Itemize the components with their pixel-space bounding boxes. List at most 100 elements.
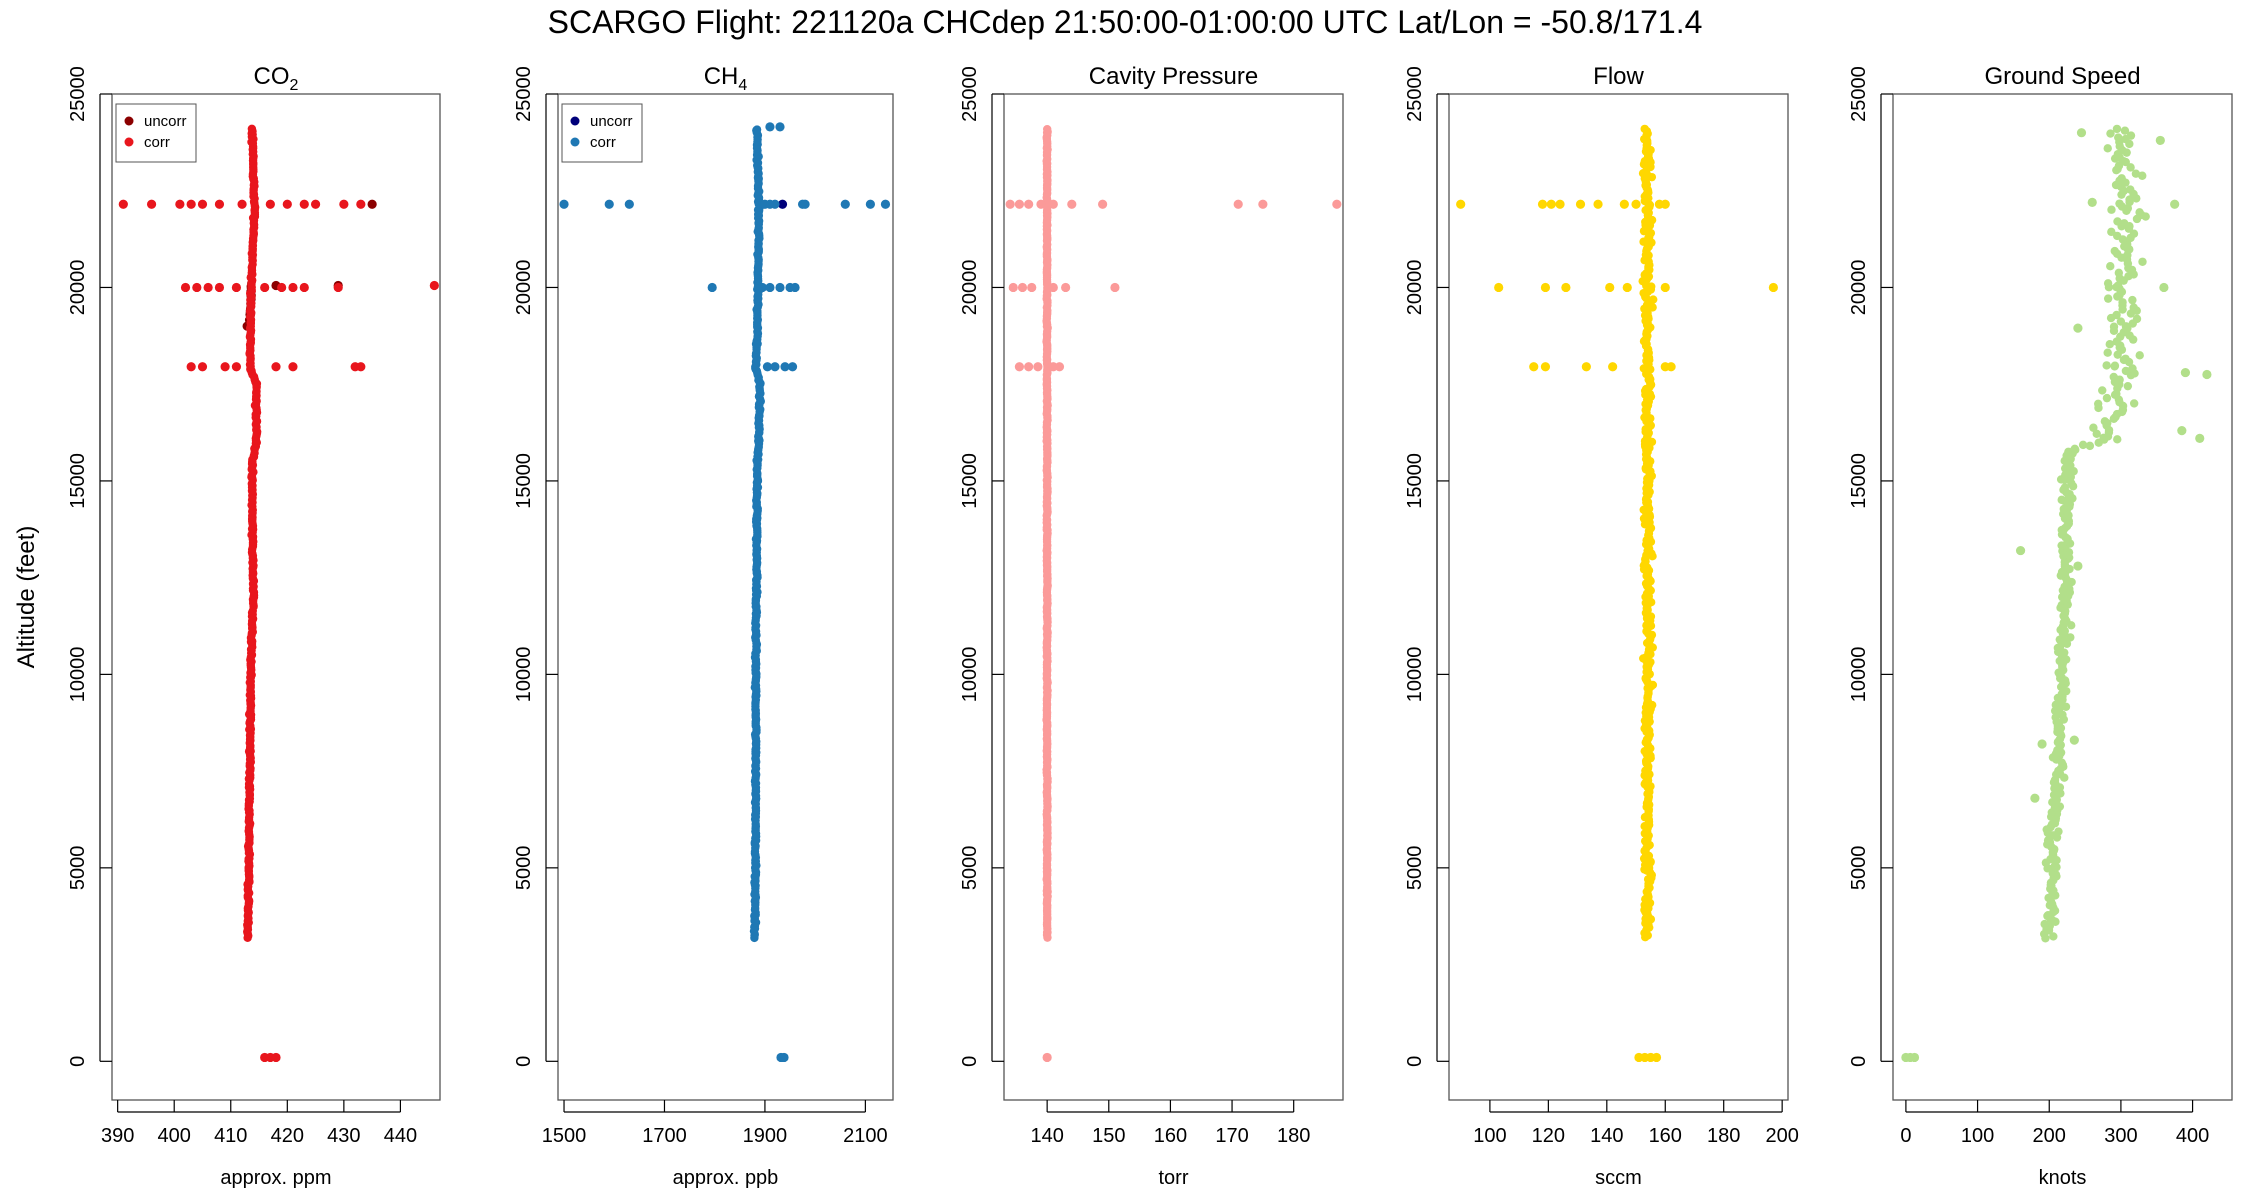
series-uncorr [777, 199, 788, 209]
x-tick-label: 180 [1707, 1125, 1740, 1147]
y-tick-label: 15000 [959, 453, 981, 509]
data-point [2121, 354, 2130, 363]
y-tick-label: 5000 [513, 846, 535, 891]
data-point [880, 199, 891, 209]
data-point [757, 282, 768, 293]
x-tick-label: 2100 [843, 1125, 888, 1147]
data-point [2118, 298, 2127, 307]
data-point [288, 362, 298, 372]
data-point [2109, 372, 2118, 382]
panel-title: CH4 [704, 63, 748, 94]
data-point [2102, 393, 2112, 403]
data-point [1258, 199, 1268, 209]
data-point [1008, 282, 1018, 293]
data-point [214, 282, 225, 293]
x-tick-label: 180 [1277, 1125, 1310, 1147]
data-point [2107, 227, 2116, 237]
data-point [2110, 246, 2119, 256]
data-point [2113, 281, 2123, 290]
data-point [220, 362, 230, 372]
x-tick-label: 1700 [642, 1125, 687, 1147]
data-point [2057, 495, 2066, 505]
data-point [356, 199, 366, 209]
y-tick-label: 10000 [1404, 647, 1426, 703]
x-tick-label: 1500 [542, 1125, 587, 1147]
data-point [2049, 932, 2058, 941]
data-point [777, 199, 788, 209]
data-point [2126, 163, 2135, 172]
series-data [1005, 124, 1342, 1063]
figure-title: SCARGO Flight: 221120a CHCdep 21:50:00-0… [547, 4, 1703, 40]
data-point [1561, 282, 1571, 293]
data-point [2180, 367, 2191, 378]
legend-marker [570, 137, 580, 147]
legend: uncorr corr [115, 103, 197, 163]
data-point [1005, 199, 1015, 209]
data-point [707, 282, 717, 293]
x-tick-label: 400 [158, 1125, 191, 1147]
data-point [2113, 217, 2122, 226]
data-point [2100, 417, 2110, 426]
data-point [1233, 199, 1243, 209]
series-data [1456, 124, 1778, 1063]
data-point [2120, 126, 2130, 135]
y-tick-label: 20000 [513, 260, 535, 316]
y-tick-label: 5000 [1404, 846, 1426, 891]
y-tick-label: 25000 [959, 66, 981, 122]
data-point [2132, 314, 2142, 324]
data-point [2057, 541, 2066, 550]
panel-1: CO2 390 400 410 420 430 440 approx. ppm 0 5000 100… [67, 63, 441, 1189]
data-point [604, 199, 614, 209]
panel-title: Flow [1593, 63, 1644, 90]
data-point [775, 122, 785, 132]
data-point [299, 199, 309, 209]
panel-2: CH4 1500 1700 1900 2100 approx. ppb 0 5000 10000… [513, 63, 894, 1189]
data-point [247, 124, 257, 134]
data-point [1593, 199, 1603, 209]
data-point [1529, 362, 1539, 372]
data-point [2067, 479, 2076, 488]
data-point [2202, 369, 2212, 380]
y-tick-label: 0 [1848, 1056, 1870, 1067]
data-point [2069, 735, 2079, 745]
data-point [265, 199, 275, 209]
data-point [752, 125, 762, 134]
data-point [231, 282, 242, 293]
panel-title: CO2 [254, 63, 299, 94]
data-point [2054, 827, 2063, 836]
data-point [2129, 399, 2139, 408]
panel-4: Flow 100 120 140 160 180 200 sccm 0 5000 10000 1500… [1404, 63, 1799, 1189]
data-point [1024, 362, 1034, 372]
data-point [1036, 199, 1046, 209]
x-tick-label: 1900 [743, 1125, 788, 1147]
data-point [271, 1052, 281, 1063]
data-point [1098, 199, 1108, 209]
x-tick-label: 400 [2176, 1125, 2209, 1147]
x-axis-label: torr [1159, 1167, 1189, 1189]
y-tick-label: 20000 [1848, 260, 1870, 316]
x-tick-label: 140 [1590, 1125, 1623, 1147]
data-point [175, 199, 185, 209]
panel-title: Ground Speed [1984, 63, 2140, 90]
y-tick-label: 0 [67, 1056, 89, 1067]
data-point [1619, 199, 1629, 209]
data-point [765, 282, 775, 293]
data-point [770, 362, 780, 372]
data-point [1666, 362, 1676, 372]
data-point [2177, 426, 2187, 436]
y-tick-label: 25000 [1848, 66, 1870, 122]
data-point [2115, 199, 2124, 208]
y-tick-label: 0 [1404, 1056, 1426, 1067]
data-point [2078, 440, 2088, 450]
data-point [1622, 282, 1632, 293]
data-point [2102, 361, 2111, 370]
y-tick-label: 10000 [67, 647, 89, 703]
data-point [2105, 339, 2114, 349]
data-point [2107, 205, 2116, 214]
data-point [1540, 282, 1551, 293]
data-point [2087, 197, 2097, 207]
data-point [214, 199, 225, 209]
x-tick-label: 120 [1532, 1125, 1565, 1147]
panel-3: Cavity Pressure 140 150 160 170 180 torr 0 5000 1… [959, 63, 1344, 1189]
